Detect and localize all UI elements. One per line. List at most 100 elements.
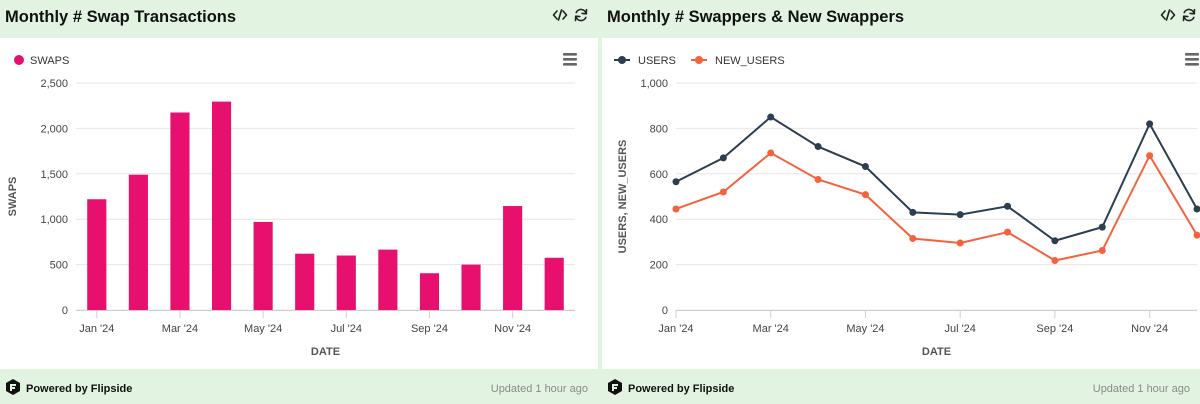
data-point [767,113,775,121]
swap-transactions-chart: 0 500 1,000 1,500 2,000 2,500 Jan '24 Mar '24 Ma… [7,53,577,358]
bar [253,221,273,310]
x-axis-title: DATE [311,346,340,358]
x-tick-label: Mar '24 [753,323,789,335]
bar [544,257,564,310]
bar [128,174,148,310]
y-tick-label: 800 [650,123,668,135]
data-point [1004,202,1012,210]
legend-label: USERS [638,55,676,67]
legend-marker [695,56,703,64]
y-tick-label: 200 [650,260,668,272]
swappers-panel: Monthly # Swappers & New Swappers 0 200 40… [602,0,1200,404]
menu-icon-bar [563,53,577,56]
y-tick-label: 400 [650,214,668,226]
menu-icon[interactable] [563,53,577,66]
swap-transactions-panel: Monthly # Swap Transactions 0 500 1,000 1,5… [0,0,598,404]
data-point [814,143,822,151]
data-point [719,154,727,162]
panel-title: Monthly # Swap Transactions [5,8,237,26]
menu-icon-bar [563,63,577,66]
data-point [1146,120,1154,128]
x-tick-label: Sep '24 [411,323,448,335]
data-point [767,149,775,157]
y-axis-title: SWAPS [7,177,19,217]
data-point [909,234,917,242]
data-point [909,208,917,216]
data-point [1146,152,1154,160]
legend-marker [14,55,24,65]
panel-header: Monthly # Swappers & New Swappers [602,0,1200,38]
menu-icon[interactable] [1185,53,1199,66]
y-tick-label: 600 [650,169,668,181]
x-tick-label: May '24 [244,323,282,335]
x-tick-label: Jul '24 [331,323,362,335]
y-tick-label: 2,000 [40,123,68,135]
data-point [719,188,727,196]
refresh-icon[interactable] [573,7,589,23]
code-icon[interactable] [1160,7,1176,23]
data-point [1098,223,1106,231]
bar [419,273,440,310]
x-tick-label: Nov '24 [1131,323,1168,335]
menu-icon-bar [1185,63,1199,66]
panel-header: Monthly # Swap Transactions [0,0,598,38]
powered-by-link[interactable]: Powered by Flipside [628,383,735,395]
bar [295,253,315,310]
bar [211,101,232,310]
flipside-logo-icon [608,379,622,395]
menu-icon-bar [1185,58,1199,61]
y-tick-label: 0 [662,305,668,317]
x-axis-title: DATE [922,346,951,358]
data-point [672,178,680,186]
data-point [1193,205,1200,213]
refresh-icon[interactable] [1181,7,1197,23]
bar [336,255,356,310]
series-line [675,151,1198,262]
data-point [1193,231,1200,239]
y-tick-label: 1,000 [40,214,68,226]
panel-divider [598,0,602,404]
legend-label: NEW_USERS [715,55,785,67]
legend-label: SWAPS [30,55,69,67]
data-point [1098,247,1106,255]
swappers-chart: 0 200 400 600 800 1,000 Jan '24 Mar '24 May '24 J… [614,53,1200,358]
updated-timestamp: Updated 1 hour ago [490,383,588,395]
data-point [1051,257,1059,265]
x-tick-label: Mar '24 [162,323,198,335]
data-point [1004,228,1012,236]
x-tick-label: Sep '24 [1036,323,1073,335]
bar [503,206,523,310]
y-tick-label: 1,500 [40,169,68,181]
series-line [675,115,1198,242]
code-icon[interactable] [552,7,568,23]
data-point [861,163,869,171]
powered-by-link[interactable]: Powered by Flipside [26,383,133,395]
data-point [956,239,964,247]
panel-footer: Powered by Flipside Updated 1 hour ago [602,369,1200,404]
bar [378,249,398,310]
bar [170,112,190,310]
x-tick-label: May '24 [846,323,884,335]
flipside-logo-icon [6,379,20,395]
bar [461,264,481,310]
y-tick-label: 2,500 [40,78,68,90]
y-tick-label: 500 [50,260,68,272]
data-point [861,191,869,199]
legend-marker [618,56,626,64]
x-tick-label: Nov '24 [494,323,531,335]
y-tick-label: 1,000 [640,78,668,90]
x-tick-label: Jan '24 [658,323,693,335]
data-point [1051,237,1059,245]
updated-timestamp: Updated 1 hour ago [1092,383,1190,395]
data-point [672,205,680,213]
panel-footer: Powered by Flipside Updated 1 hour ago [0,369,598,404]
data-point [956,211,964,219]
menu-icon-bar [563,58,577,61]
x-tick-label: Jul '24 [944,323,975,335]
y-tick-label: 0 [62,305,68,317]
y-axis-title: USERS, NEW_USERS [617,140,629,254]
menu-icon-bar [1185,53,1199,56]
bar [87,199,107,310]
panel-title: Monthly # Swappers & New Swappers [607,8,905,26]
data-point [814,175,822,183]
